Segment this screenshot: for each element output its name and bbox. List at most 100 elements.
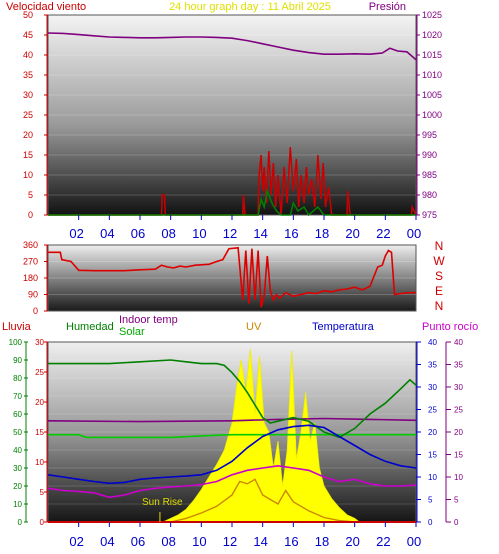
- wind-tick-label: 5: [28, 190, 33, 200]
- direction-tick-label: 360: [23, 240, 38, 250]
- temperature-tick-label: 40: [428, 338, 437, 347]
- pressure-tick-label: 980: [422, 190, 437, 200]
- hour-tick-label: 04: [100, 226, 114, 241]
- pressure-tick-label: 990: [422, 150, 437, 160]
- pressure-tick-label: 1005: [422, 90, 442, 100]
- compass-label: N: [435, 239, 444, 253]
- panel2-series: [48, 246, 416, 308]
- wind-tick-label: 50: [23, 10, 33, 20]
- dewpoint-tick-label: 20: [454, 428, 463, 437]
- solar-line: [48, 433, 416, 439]
- humidity-tick-label: 20: [13, 482, 22, 491]
- hour-tick-label: 04: [100, 534, 114, 549]
- dewpoint-line: [47, 464, 417, 499]
- hour-tick-label: 06: [131, 226, 145, 241]
- direction-tick-label: 90: [28, 290, 38, 300]
- temperature-tick-label: 25: [428, 406, 437, 415]
- hour-tick-label: 08: [161, 534, 175, 549]
- compass-label: E: [435, 284, 443, 298]
- indoor-temp-line: [47, 417, 417, 423]
- uv-line: [170, 478, 355, 523]
- rain-tick-label: 0: [40, 518, 45, 527]
- hour-tick-label: 16: [284, 226, 298, 241]
- humidity-tick-label: 40: [13, 446, 22, 455]
- hour-tick-label: 20: [345, 226, 359, 241]
- pressure-tick-label: 1000: [422, 110, 442, 120]
- pressure-tick-label: 1010: [422, 70, 442, 80]
- panel3-hour-axis: 02 04 06 08 10 12 14 16 18 20 22 00: [69, 522, 421, 549]
- solar-radiation-area: [162, 349, 361, 523]
- humidity-tick-label: 60: [13, 410, 22, 419]
- hour-tick-label: 02: [69, 226, 83, 241]
- wind-gust-line: [48, 188, 416, 217]
- wind-tick-label: 15: [23, 150, 33, 160]
- hour-tick-label: 12: [223, 226, 237, 241]
- pressure-line: [47, 32, 417, 61]
- hour-tick-label: 02: [69, 534, 83, 549]
- rain-tick-label: 25: [35, 368, 44, 377]
- humidity-tick-label: 30: [13, 464, 22, 473]
- panel1-pressure-axis: 975 980 985 990 995 1000 1005 1010 1015 1020 1025: [416, 10, 442, 220]
- temperature-label: Temperatura: [312, 321, 375, 333]
- wind-tick-label: 20: [23, 130, 33, 140]
- humidity-tick-label: 100: [9, 338, 23, 347]
- hour-tick-label: 14: [253, 534, 267, 549]
- rain-tick-label: 20: [35, 398, 44, 407]
- pressure-tick-label: 975: [422, 210, 437, 220]
- hour-tick-label: 12: [223, 534, 237, 549]
- wind-tick-label: 25: [23, 110, 33, 120]
- hour-tick-label: 06: [131, 534, 145, 549]
- panel1-hour-axis: 02 04 06 08 10 12 14 16 18 20 22 00: [69, 215, 421, 241]
- wind-tick-label: 0: [28, 210, 33, 220]
- panel1-wind-axis: 0 5 10 15 20 25 30 35 40 45 50: [23, 10, 48, 220]
- dewpoint-tick-label: 15: [454, 451, 463, 460]
- humidity-tick-label: 80: [13, 374, 22, 383]
- panel2-direction-axis: 0 90 180 270 360: [23, 240, 48, 316]
- wind-tick-label: 40: [23, 50, 33, 60]
- rain-tick-label: 30: [35, 338, 44, 347]
- hour-tick-label: 22: [376, 534, 390, 549]
- hour-tick-label: 08: [161, 226, 175, 241]
- hour-tick-label: 18: [315, 534, 329, 549]
- hour-tick-label: 18: [315, 226, 329, 241]
- direction-tick-label: 180: [23, 273, 38, 283]
- pressure-tick-label: 1015: [422, 50, 442, 60]
- temperature-tick-label: 10: [428, 473, 437, 482]
- temperature-line: [47, 424, 417, 485]
- humidity-label: Humedad: [66, 321, 114, 333]
- panel2-plot-area: [47, 244, 417, 312]
- chart-title: 24 hour graph day : 11 Abril 2025: [169, 1, 331, 13]
- humidity-tick-label: 10: [13, 500, 22, 509]
- wind-tick-label: 30: [23, 90, 33, 100]
- temperature-tick-label: 15: [428, 451, 437, 460]
- hour-tick-label: 16: [284, 534, 298, 549]
- pressure-tick-label: 1020: [422, 30, 442, 40]
- wind-tick-label: 35: [23, 70, 33, 80]
- temperature-tick-label: 0: [428, 518, 433, 527]
- wind-direction-line: [48, 246, 416, 308]
- panel3-gridlines: [48, 359, 416, 505]
- hour-tick-label: 00: [407, 534, 421, 549]
- humidity-tick-label: 90: [13, 356, 22, 365]
- temperature-tick-label: 30: [428, 383, 437, 392]
- sunrise-annotation: Sun Rise: [142, 497, 183, 508]
- compass-label: W: [433, 254, 445, 268]
- dewpoint-label: Punto rocío: [422, 321, 478, 333]
- pressure-tick-label: 995: [422, 130, 437, 140]
- dewpoint-tick-label: 25: [454, 406, 463, 415]
- direction-tick-label: 270: [23, 257, 38, 267]
- panel1-series: [47, 32, 417, 217]
- hour-tick-label: 10: [192, 226, 206, 241]
- rain-label: Lluvia: [2, 321, 32, 333]
- hour-tick-label: 20: [345, 534, 359, 549]
- hour-tick-label: 22: [376, 226, 390, 241]
- rain-tick-label: 15: [35, 428, 44, 437]
- dewpoint-tick-label: 30: [454, 383, 463, 392]
- humidity-line: [48, 359, 417, 439]
- hour-tick-label: 00: [407, 226, 421, 241]
- temperature-tick-label: 5: [428, 496, 433, 505]
- dewpoint-tick-label: 0: [454, 518, 459, 527]
- temperature-tick-label: 20: [428, 428, 437, 437]
